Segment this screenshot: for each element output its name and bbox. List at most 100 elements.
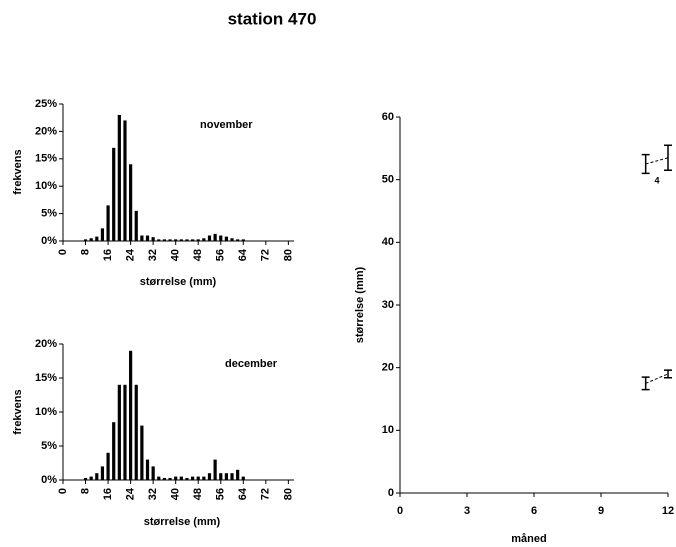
x-tick-label: 80 xyxy=(282,488,294,500)
bar xyxy=(241,476,245,480)
bar xyxy=(162,239,167,241)
y-tick-label: 0% xyxy=(41,474,57,486)
connector xyxy=(645,157,669,165)
bar xyxy=(157,476,161,480)
x-tick-label: 72 xyxy=(260,249,272,261)
x-tick-label: 32 xyxy=(147,488,159,500)
x-tick-label: 40 xyxy=(170,249,182,261)
y-tick-label: 30 xyxy=(382,299,394,311)
x-tick-label: 0 xyxy=(57,249,69,255)
x-tick-label: 24 xyxy=(125,248,137,261)
connector xyxy=(645,373,669,384)
y-tick-label: 20% xyxy=(35,125,57,137)
bar xyxy=(95,473,99,480)
bar xyxy=(185,477,189,480)
y-tick-label: 50 xyxy=(382,174,394,186)
y-tick-label: 10% xyxy=(35,180,57,192)
x-tick-label: 40 xyxy=(170,488,182,500)
bar xyxy=(213,233,217,241)
bar xyxy=(207,473,212,480)
bar xyxy=(190,476,195,480)
bar xyxy=(174,239,178,241)
x-tick-label: 72 xyxy=(260,488,272,500)
bar xyxy=(140,235,144,241)
x-axis-label: størrelse (mm) xyxy=(140,276,217,288)
y-axis-label: frekvens xyxy=(12,389,24,434)
bar xyxy=(230,238,234,241)
y-tick-label: 5% xyxy=(41,440,57,452)
y-tick-label: 15% xyxy=(35,372,57,384)
y-tick-label: 0 xyxy=(388,487,394,499)
bar xyxy=(213,459,217,480)
bar xyxy=(134,210,138,241)
y-tick-label: 10 xyxy=(382,424,394,436)
bar xyxy=(207,235,212,241)
error-bar xyxy=(641,376,650,391)
bar xyxy=(241,239,245,241)
bar xyxy=(100,466,105,480)
bar xyxy=(196,476,200,480)
bar xyxy=(83,239,88,241)
bar xyxy=(151,466,155,480)
y-tick-label: 0% xyxy=(41,235,57,247)
x-axis-label: størrelse (mm) xyxy=(144,516,221,528)
x-tick-label: 9 xyxy=(598,505,604,517)
bar xyxy=(179,476,183,480)
x-tick-label: 64 xyxy=(237,248,249,261)
bar xyxy=(190,239,195,241)
error-bar xyxy=(641,153,650,175)
annotation: november xyxy=(200,119,253,131)
x-tick-label: 80 xyxy=(282,249,294,261)
x-tick-label: 32 xyxy=(147,249,159,261)
bar xyxy=(196,239,200,241)
annotation: 4 xyxy=(654,175,659,185)
bar xyxy=(174,476,178,480)
bar xyxy=(236,469,240,480)
x-tick-label: 64 xyxy=(237,487,249,500)
bar xyxy=(95,236,99,241)
bar xyxy=(100,228,105,241)
bar xyxy=(83,477,88,480)
x-tick-label: 8 xyxy=(79,488,91,494)
x-tick-label: 16 xyxy=(102,249,114,261)
bar xyxy=(157,239,161,241)
bar xyxy=(129,164,133,241)
bar xyxy=(129,350,133,480)
x-tick-label: 24 xyxy=(125,487,137,500)
x-tick-label: 6 xyxy=(531,505,537,517)
bar xyxy=(145,235,150,241)
y-axis-label: frekvens xyxy=(12,149,24,194)
bar xyxy=(162,477,167,480)
y-tick-label: 10% xyxy=(35,406,57,418)
bar xyxy=(134,384,138,480)
bar xyxy=(123,384,127,480)
bar xyxy=(202,476,206,480)
bar xyxy=(168,477,172,480)
x-tick-label: 56 xyxy=(215,488,227,500)
bar xyxy=(224,473,228,480)
bar xyxy=(140,425,144,480)
bar xyxy=(106,452,110,480)
x-tick-label: 48 xyxy=(192,488,204,500)
bar xyxy=(230,473,234,480)
x-tick-label: 0 xyxy=(397,505,403,517)
bar xyxy=(224,236,228,241)
bar xyxy=(179,239,183,241)
annotation: december xyxy=(225,358,278,370)
page-title: station 470 xyxy=(228,9,317,28)
bar xyxy=(112,147,116,241)
x-tick-label: 12 xyxy=(662,505,674,517)
error-bar xyxy=(664,369,672,379)
bar xyxy=(185,239,189,241)
bar xyxy=(89,476,93,480)
y-tick-label: 20 xyxy=(382,362,394,374)
y-tick-label: 20% xyxy=(35,338,57,350)
error-bar xyxy=(664,144,672,172)
bar xyxy=(236,239,240,241)
bar xyxy=(112,422,116,480)
y-axis-label: størrelse (mm) xyxy=(354,266,366,343)
x-tick-label: 0 xyxy=(57,488,69,494)
bar xyxy=(117,384,121,480)
y-tick-label: 5% xyxy=(41,208,57,220)
y-tick-label: 60 xyxy=(382,111,394,123)
